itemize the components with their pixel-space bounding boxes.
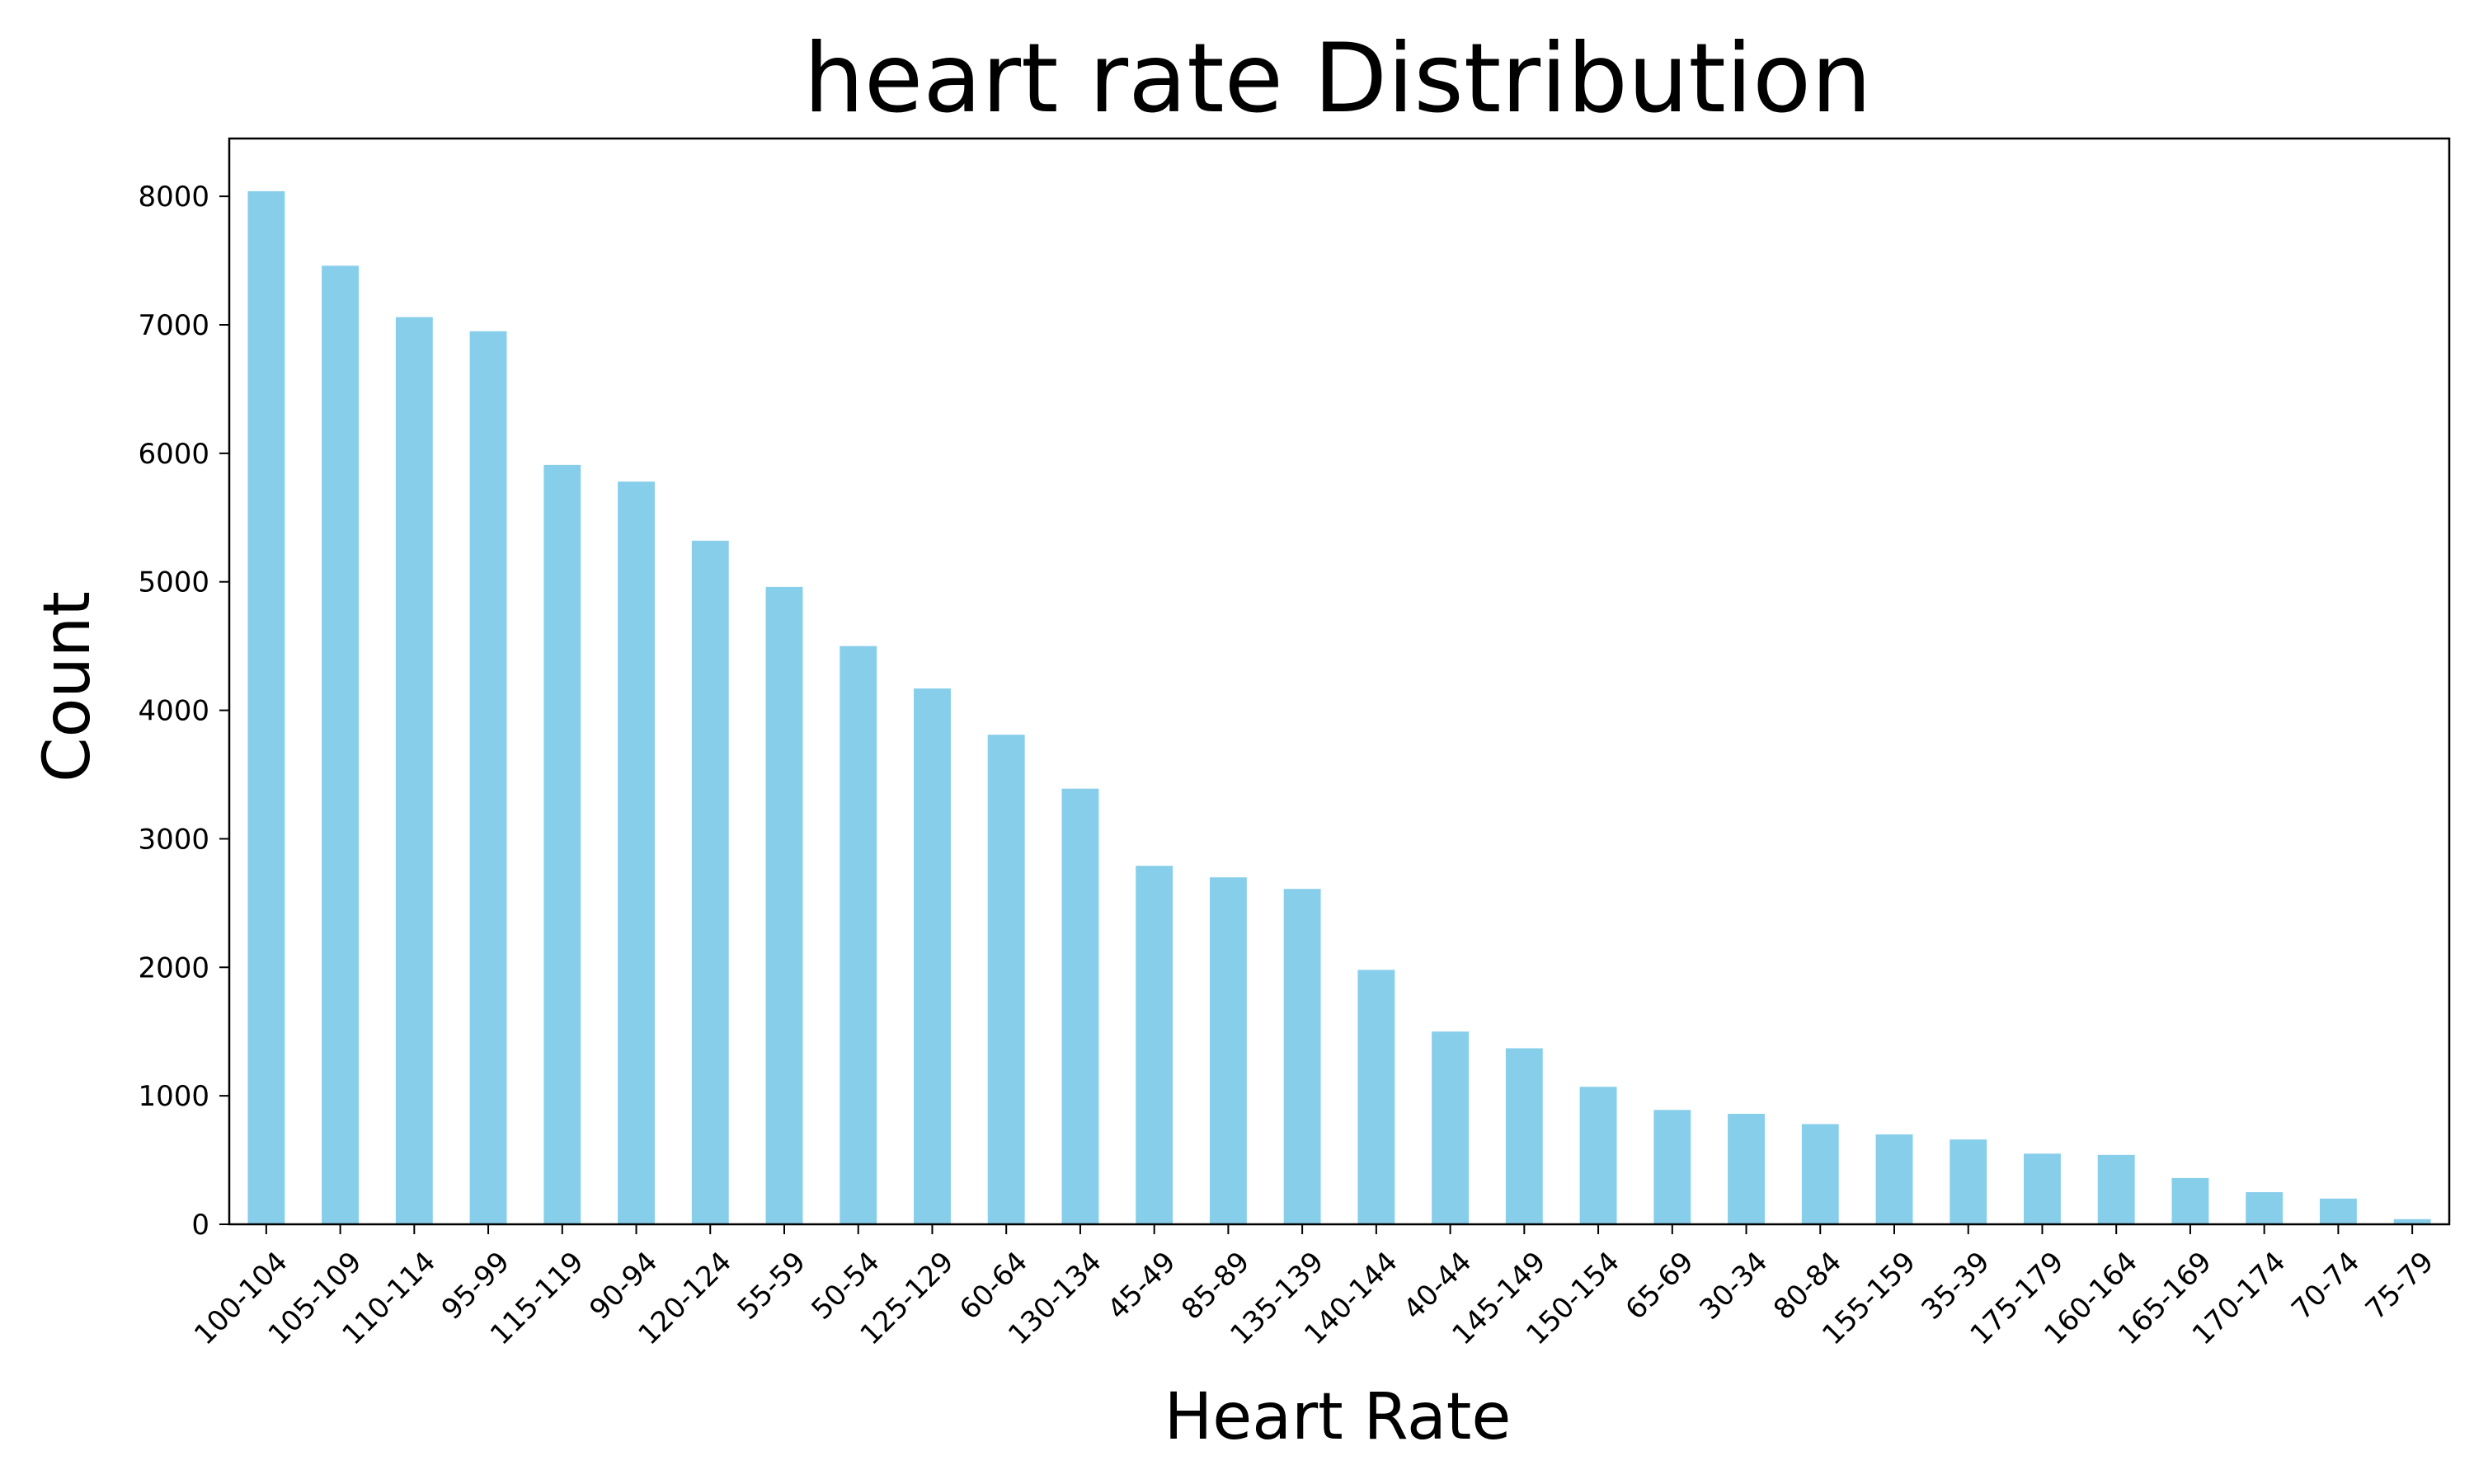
y-tick-label: 0 (191, 1209, 209, 1242)
bar-145-149 (1505, 1048, 1543, 1224)
bar-80-84 (1801, 1124, 1839, 1224)
y-tick-label: 1000 (138, 1080, 209, 1113)
bar-40-44 (1432, 1031, 1470, 1224)
x-tick-label: 70-74 (2285, 1246, 2366, 1327)
x-axis-label: Heart Rate (1164, 1380, 1512, 1454)
bar-135-139 (1283, 889, 1321, 1224)
x-tick-label: 65-69 (1620, 1246, 1700, 1327)
bar-150-154 (1579, 1087, 1617, 1224)
y-tick-label: 3000 (138, 823, 209, 856)
bar-60-64 (987, 735, 1025, 1224)
bar-120-124 (691, 540, 729, 1224)
bar-155-159 (1875, 1134, 1913, 1224)
y-tick-label: 7000 (138, 309, 209, 342)
bar-45-49 (1136, 866, 1174, 1224)
y-axis-label: Count (31, 591, 105, 782)
x-tick-label: 45-49 (1101, 1246, 1182, 1327)
y-axis-ticks: 0 1000 2000 3000 4000 5000 6000 7000 8000 (138, 181, 229, 1242)
bar-90-94 (618, 481, 655, 1224)
bar-105-109 (322, 265, 360, 1224)
x-tick-label: 30-34 (1693, 1246, 1774, 1327)
bar-95-99 (469, 331, 507, 1224)
bar-35-39 (1950, 1139, 1987, 1224)
bar-85-89 (1209, 877, 1247, 1224)
bar-175-179 (2024, 1153, 2061, 1224)
bar-55-59 (765, 586, 803, 1224)
bar-110-114 (395, 317, 433, 1225)
y-tick-label: 4000 (138, 695, 209, 728)
bar-125-129 (914, 688, 951, 1224)
bar-75-79 (2393, 1219, 2431, 1224)
bar-140-144 (1357, 970, 1395, 1224)
bars-group (247, 190, 2431, 1225)
x-tick-label: 75-79 (2359, 1246, 2440, 1327)
bar-100-104 (247, 190, 285, 1225)
plot-frame (228, 137, 2451, 1226)
bar-165-169 (2171, 1177, 2209, 1224)
bar-160-164 (2097, 1154, 2135, 1224)
bar-50-54 (840, 646, 877, 1224)
bar-115-119 (543, 464, 581, 1224)
x-tick-label: 55-59 (731, 1246, 812, 1327)
bar-65-69 (1653, 1110, 1691, 1224)
bar-30-34 (1728, 1113, 1765, 1224)
chart-title: heart rate Distribution (803, 23, 1871, 134)
bar-70-74 (2319, 1198, 2357, 1224)
y-tick-label: 2000 (138, 951, 209, 984)
bar-130-134 (1061, 788, 1099, 1224)
y-tick-label: 5000 (138, 566, 209, 599)
bar-170-174 (2246, 1192, 2284, 1224)
y-tick-label: 8000 (138, 181, 209, 214)
x-axis-ticks: 100-104105-109110-11495-99115-11990-9412… (188, 1224, 2440, 1351)
y-tick-label: 6000 (138, 438, 209, 471)
